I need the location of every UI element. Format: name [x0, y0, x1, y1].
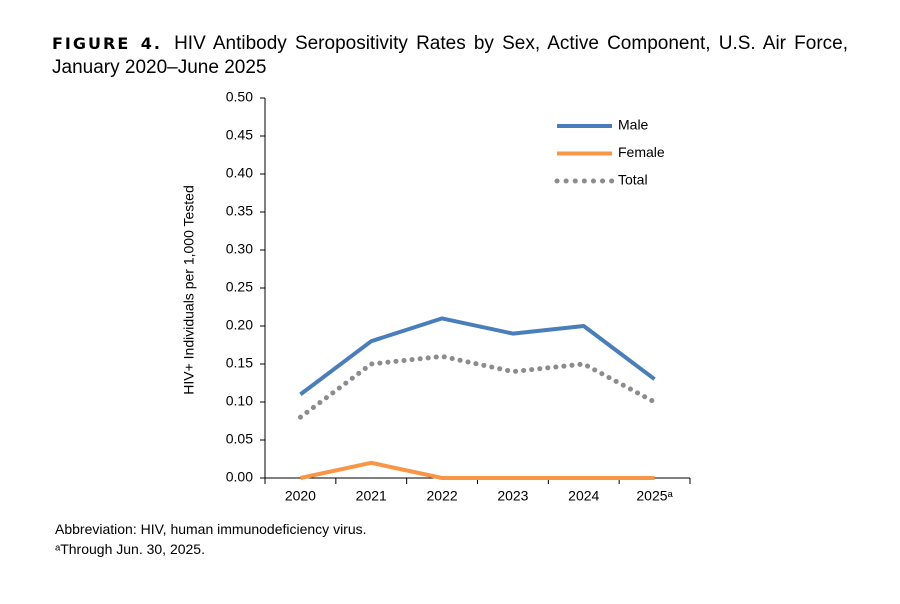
y-tick-label: 0.25 — [226, 279, 253, 295]
x-tick-label: 2021 — [356, 488, 387, 504]
title-block: FIGURE 4. HIV Antibody Seropositivity Ra… — [52, 32, 848, 80]
y-tick-label: 0.15 — [226, 355, 253, 371]
series-line — [297, 353, 658, 420]
y-tick-label: 0.00 — [226, 469, 253, 485]
chart-title: HIV Antibody Seropositivity Rates by Sex… — [52, 33, 849, 78]
series-line — [299, 460, 655, 480]
legend-label: Total — [618, 172, 648, 188]
legend-label: Male — [618, 117, 649, 133]
y-tick-label: 0.10 — [226, 393, 253, 409]
legend-label: Female — [618, 144, 665, 160]
abbreviation-note: Abbreviation: HIV, human immunodeficienc… — [55, 521, 367, 537]
y-tick-label: 0.30 — [226, 241, 253, 257]
x-tick-label: 2023 — [497, 488, 528, 504]
y-tick-label: 0.05 — [226, 431, 253, 447]
x-tick-label: 2024 — [568, 488, 599, 504]
y-tick-label: 0.20 — [226, 317, 253, 333]
y-axis-label: HIV+ Individuals per 1,000 Tested — [181, 185, 197, 395]
y-tick-label: 0.35 — [226, 203, 253, 219]
x-tick-label: 2025ᵃ — [636, 488, 673, 504]
y-tick-label: 0.40 — [226, 165, 253, 181]
figure-label: FIGURE 4. — [52, 34, 162, 53]
series-line — [299, 316, 656, 396]
x-tick-label: 2022 — [427, 488, 458, 504]
footnote: ᵃThrough Jun. 30, 2025. — [55, 541, 205, 557]
y-tick-label: 0.45 — [226, 127, 253, 143]
y-tick-label: 0.50 — [226, 89, 253, 105]
x-tick-label: 2020 — [285, 488, 316, 504]
